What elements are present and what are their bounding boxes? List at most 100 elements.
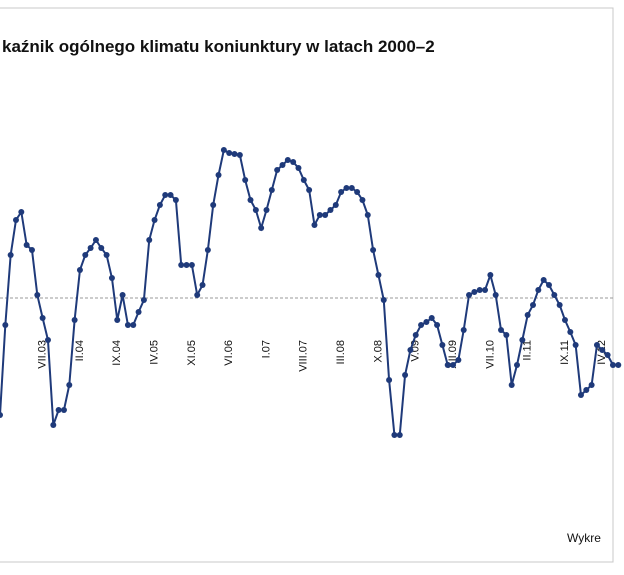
data-point	[268, 187, 275, 193]
data-point	[519, 337, 526, 343]
chart-frame	[0, 7, 614, 563]
data-point	[226, 150, 233, 156]
data-point	[428, 315, 435, 321]
x-tick-label: I.07	[260, 340, 272, 358]
x-tick-label: XI.05	[186, 340, 198, 366]
data-point	[66, 382, 73, 388]
data-point	[103, 252, 110, 258]
data-point	[194, 292, 201, 298]
data-point	[524, 312, 531, 318]
data-point	[434, 322, 441, 328]
data-point	[2, 322, 9, 328]
x-tick-label: II.04	[74, 340, 86, 361]
data-point	[482, 287, 489, 293]
data-point	[210, 202, 217, 208]
data-point	[98, 245, 105, 251]
data-point	[556, 302, 563, 308]
source-note: Wykre	[567, 531, 601, 545]
data-point	[279, 162, 286, 168]
data-point	[466, 292, 473, 298]
data-point	[146, 237, 153, 243]
data-point	[593, 342, 600, 348]
data-point	[311, 222, 318, 228]
data-point	[108, 275, 115, 281]
x-tick-label: VIII.07	[298, 340, 310, 372]
x-tick-label: VII.10	[484, 340, 496, 369]
data-point	[82, 252, 89, 258]
chart-title: kaźnik ogólnego klimatu koniunktury w la…	[2, 37, 435, 56]
data-point	[151, 217, 158, 223]
data-point	[236, 152, 243, 158]
data-point	[290, 159, 297, 165]
data-point	[119, 292, 126, 298]
data-point	[460, 327, 467, 333]
data-point	[444, 362, 451, 368]
data-point	[55, 407, 62, 413]
data-point	[476, 287, 483, 293]
data-point	[407, 347, 414, 353]
data-point	[135, 309, 142, 315]
data-point	[348, 185, 355, 191]
data-point	[247, 197, 254, 203]
data-point	[44, 337, 51, 343]
data-point	[572, 342, 579, 348]
data-point	[300, 177, 307, 183]
data-point	[338, 189, 345, 195]
data-point	[332, 202, 339, 208]
data-point	[599, 347, 606, 353]
data-point	[386, 377, 393, 383]
data-point	[545, 282, 552, 288]
x-tick-label: IV.05	[148, 340, 160, 365]
data-point	[359, 197, 366, 203]
data-point	[306, 187, 313, 193]
data-point	[535, 287, 542, 293]
data-point	[567, 329, 574, 335]
x-tick-label: VI.06	[223, 340, 235, 366]
data-point	[498, 327, 505, 333]
data-point	[172, 197, 179, 203]
x-tick-label: IX.11	[559, 340, 571, 365]
data-point	[284, 157, 291, 163]
data-point	[375, 272, 382, 278]
data-point	[204, 247, 211, 253]
data-point	[188, 262, 195, 268]
data-point	[439, 342, 446, 348]
data-point	[561, 317, 568, 323]
data-point	[615, 362, 622, 368]
x-tick-label: X.08	[372, 340, 384, 363]
data-point	[231, 151, 238, 157]
data-point	[215, 172, 222, 178]
data-point	[242, 177, 249, 183]
x-tick-label: III.08	[335, 340, 347, 364]
data-point	[609, 362, 616, 368]
data-point	[162, 192, 169, 198]
x-tick-label: II.11	[522, 340, 534, 361]
data-point	[577, 392, 584, 398]
data-point	[540, 277, 547, 283]
data-point	[178, 262, 185, 268]
data-point	[423, 319, 430, 325]
data-point	[354, 189, 361, 195]
data-point	[391, 432, 398, 438]
data-point	[23, 242, 30, 248]
data-point	[530, 302, 536, 308]
data-point	[274, 167, 281, 173]
data-point	[492, 292, 499, 298]
data-point	[0, 412, 3, 418]
data-point	[114, 317, 121, 323]
data-point	[183, 262, 190, 268]
data-point	[18, 209, 25, 215]
data-point	[514, 362, 521, 368]
data-point	[252, 207, 259, 213]
data-point	[402, 372, 409, 378]
data-point	[380, 297, 387, 303]
data-point	[322, 212, 329, 218]
data-point	[167, 192, 174, 198]
data-point	[471, 289, 478, 295]
data-point	[370, 247, 377, 253]
data-point	[76, 267, 83, 273]
data-point	[124, 322, 131, 328]
data-point	[140, 297, 147, 303]
data-point	[364, 212, 371, 218]
